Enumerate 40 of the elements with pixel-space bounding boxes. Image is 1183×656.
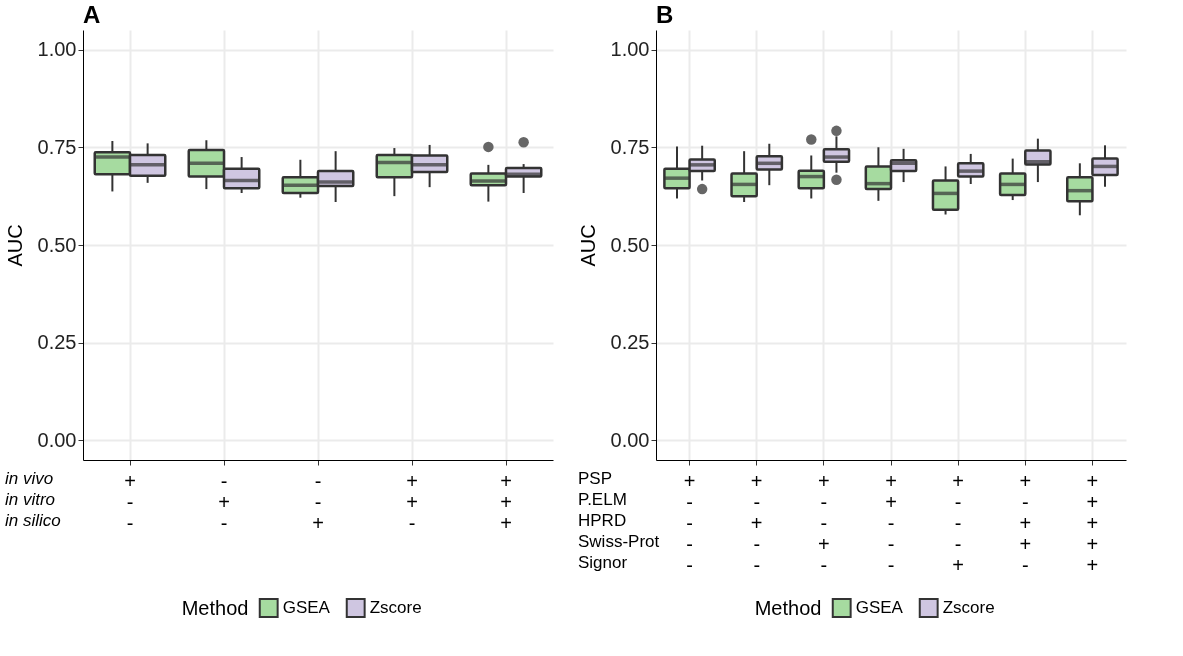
text: P.ELM (578, 490, 627, 509)
x-tick-label: + - - (124, 469, 136, 534)
legend-label: Zscore (369, 598, 422, 618)
x-tick-label: + - - - - (683, 469, 696, 576)
x-tick-label: + + + (500, 469, 512, 534)
y-tick-label: 1.00 (610, 38, 650, 61)
legend-label: Zscore (942, 598, 995, 618)
x-tick-label: + - + + - (1019, 469, 1032, 576)
text: in silico (5, 511, 61, 530)
chart-title: B (656, 1, 674, 28)
text: Swiss-Prot (578, 532, 660, 551)
legend-label: GSEA (282, 598, 331, 618)
y-tick-label: 0.00 (610, 428, 650, 451)
x-tick-label: - + - (218, 469, 230, 534)
y-tick-label: 0.50 (37, 233, 77, 256)
y-tick-label: 0.75 (610, 135, 650, 158)
y-tick-label: 0.00 (37, 428, 77, 451)
y-tick-label: 0.25 (610, 331, 650, 354)
x-tick-label: + + - - - (885, 469, 897, 576)
text: Signor (578, 553, 628, 572)
legend-label: GSEA (855, 598, 904, 618)
y-axis-title: AUC (3, 224, 26, 267)
x-tick-label: + - + - - (750, 469, 763, 576)
y-tick-label: 0.25 (37, 331, 77, 354)
text: PSP (578, 469, 613, 488)
chart-title: A (83, 1, 101, 28)
text: HPRD (578, 511, 627, 530)
y-axis-title: AUC (576, 224, 599, 267)
legend-title: Method (181, 597, 249, 619)
legend-title: Method (754, 597, 822, 619)
x-tick-label: + - - - + (952, 469, 964, 576)
y-tick-label: 0.75 (37, 135, 77, 158)
text: in vitro (5, 490, 56, 509)
text: in vivo (5, 469, 54, 488)
x-tick-label: + - - + - (818, 469, 830, 576)
x-tick-label: + + - (406, 469, 418, 534)
x-tick-label: - - + (312, 469, 324, 534)
y-tick-label: 0.50 (610, 233, 650, 256)
y-tick-label: 1.00 (37, 38, 77, 61)
x-tick-label: + + + + + (1086, 469, 1099, 576)
